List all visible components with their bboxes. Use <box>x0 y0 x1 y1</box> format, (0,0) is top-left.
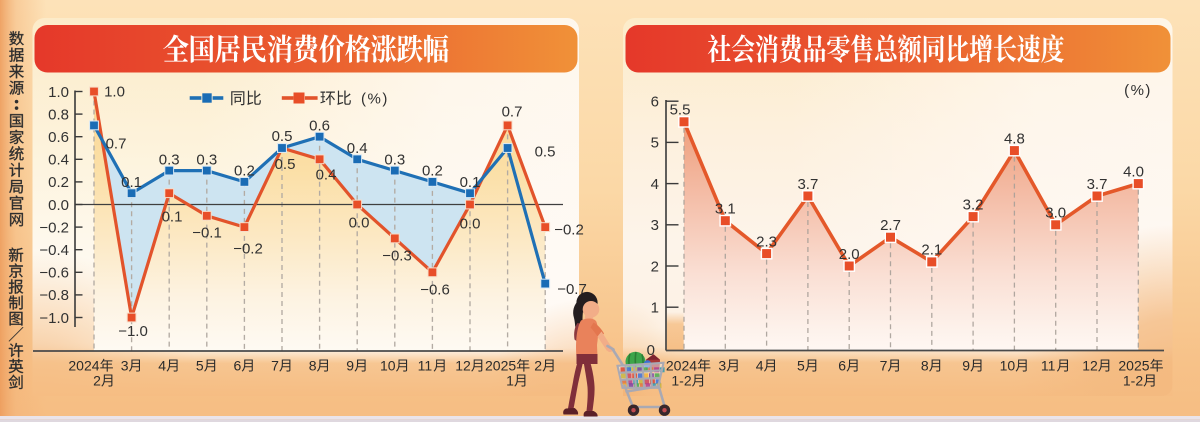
svg-text:−1.0: −1.0 <box>39 310 69 327</box>
svg-text:1.0: 1.0 <box>48 84 69 101</box>
svg-text:(%): (%) <box>1124 82 1152 99</box>
svg-text:2024: 2024 <box>68 358 99 374</box>
svg-text:−0.2: −0.2 <box>233 240 263 257</box>
svg-text:0.0: 0.0 <box>349 214 370 231</box>
svg-text:10: 10 <box>1000 358 1016 374</box>
svg-text:8: 8 <box>309 358 317 374</box>
svg-text:−0.7: −0.7 <box>557 281 587 298</box>
svg-text:−0.4: −0.4 <box>39 242 69 259</box>
svg-text:0.1: 0.1 <box>460 174 481 191</box>
svg-text:0.3: 0.3 <box>384 151 405 168</box>
svg-text:5: 5 <box>651 135 659 152</box>
svg-text:4.8: 4.8 <box>1004 130 1025 147</box>
svg-text:1: 1 <box>651 300 659 317</box>
svg-text:3.7: 3.7 <box>797 176 818 193</box>
svg-text:11: 11 <box>418 358 433 374</box>
svg-text:0.7: 0.7 <box>502 103 523 120</box>
svg-text:4: 4 <box>158 358 166 374</box>
svg-text:3: 3 <box>121 358 129 374</box>
svg-text:2: 2 <box>651 258 659 275</box>
svg-text:3.0: 3.0 <box>1045 205 1066 222</box>
svg-text:2.7: 2.7 <box>880 217 901 234</box>
svg-text:0.5: 0.5 <box>275 156 296 173</box>
svg-text:7: 7 <box>271 358 279 374</box>
svg-text:3.1: 3.1 <box>715 201 736 218</box>
svg-text:10: 10 <box>380 358 396 374</box>
svg-text:2025: 2025 <box>485 358 516 374</box>
svg-text:5: 5 <box>797 358 805 374</box>
svg-text:0.2: 0.2 <box>48 174 69 191</box>
svg-text:7: 7 <box>880 358 888 374</box>
svg-text:−0.2: −0.2 <box>39 219 69 236</box>
svg-text:−0.3: −0.3 <box>382 247 412 264</box>
svg-text:9: 9 <box>962 358 970 374</box>
svg-text:−0.8: −0.8 <box>39 287 69 304</box>
svg-text:0.4: 0.4 <box>316 166 337 183</box>
svg-text:11: 11 <box>1041 358 1056 374</box>
svg-text:3: 3 <box>718 358 726 374</box>
svg-text:2.0: 2.0 <box>839 246 860 263</box>
svg-text:6: 6 <box>651 94 659 111</box>
svg-text:(%): (%) <box>361 91 389 108</box>
svg-text:1.0: 1.0 <box>104 83 125 100</box>
svg-text:0.3: 0.3 <box>196 151 217 168</box>
svg-text:0.6: 0.6 <box>48 129 69 146</box>
svg-text:2: 2 <box>93 373 101 389</box>
svg-text:6: 6 <box>234 358 242 374</box>
svg-text:1-2: 1-2 <box>1123 373 1143 389</box>
svg-text:2.3: 2.3 <box>756 233 777 250</box>
svg-text:0.4: 0.4 <box>347 140 368 157</box>
svg-text:0.8: 0.8 <box>48 106 69 123</box>
svg-text:1-2: 1-2 <box>671 373 691 389</box>
svg-text:0.5: 0.5 <box>272 128 293 145</box>
svg-text:0.5: 0.5 <box>535 143 556 160</box>
svg-text:0.0: 0.0 <box>460 215 481 232</box>
svg-text:3.2: 3.2 <box>963 196 984 213</box>
svg-text:−0.6: −0.6 <box>420 281 450 298</box>
svg-text:2024: 2024 <box>666 358 697 374</box>
svg-text:0: 0 <box>647 342 655 359</box>
svg-text:−0.6: −0.6 <box>39 265 69 282</box>
svg-text:12: 12 <box>1082 358 1098 374</box>
svg-text:3: 3 <box>651 217 659 234</box>
svg-text:2.1: 2.1 <box>921 242 942 259</box>
svg-text:0.0: 0.0 <box>48 197 69 214</box>
svg-text:0.4: 0.4 <box>48 152 69 169</box>
svg-text:9: 9 <box>346 358 354 374</box>
svg-text:12: 12 <box>455 358 471 374</box>
svg-text:4: 4 <box>651 176 659 193</box>
svg-text:4: 4 <box>756 358 764 374</box>
svg-text:−0.2: −0.2 <box>554 221 584 238</box>
svg-text:2: 2 <box>534 358 542 374</box>
svg-text:2025: 2025 <box>1118 358 1149 374</box>
svg-text:4.0: 4.0 <box>1123 163 1144 180</box>
svg-text:6: 6 <box>838 358 846 374</box>
svg-text:−1.0: −1.0 <box>118 323 148 340</box>
svg-text:8: 8 <box>921 358 929 374</box>
svg-text:−0.1: −0.1 <box>192 224 222 241</box>
svg-text:0.7: 0.7 <box>106 135 127 152</box>
svg-text:0.3: 0.3 <box>159 151 180 168</box>
svg-text:1: 1 <box>506 373 514 389</box>
svg-text:3.7: 3.7 <box>1087 176 1108 193</box>
svg-text:0.2: 0.2 <box>422 163 443 180</box>
svg-text:0.6: 0.6 <box>309 118 330 135</box>
svg-text:5.5: 5.5 <box>670 102 691 119</box>
svg-text:5: 5 <box>196 358 204 374</box>
svg-text:0.1: 0.1 <box>162 208 183 225</box>
svg-text:0.1: 0.1 <box>121 174 142 191</box>
svg-text:0.2: 0.2 <box>234 163 255 180</box>
